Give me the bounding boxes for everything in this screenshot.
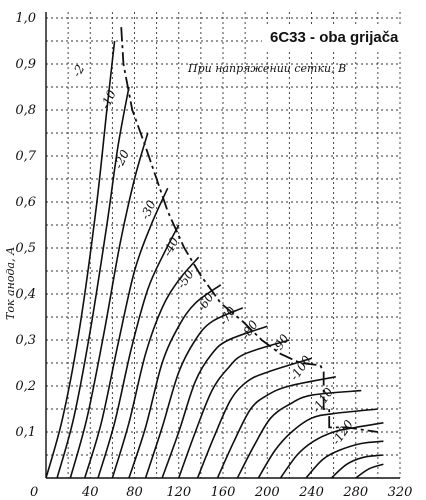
anode-curve-15 xyxy=(305,440,384,479)
curve-label: -2 xyxy=(69,62,87,79)
anode-curve-grid-40 xyxy=(97,224,180,479)
x-tick-label: 160 xyxy=(211,485,236,500)
y-axis-label: Ток анода, А xyxy=(4,247,17,320)
anode-curve-grid-110 xyxy=(216,376,336,479)
x-tick-label: 120 xyxy=(166,485,191,500)
y-tick-label: 0,6 xyxy=(15,195,36,210)
chart-title: 6C33 - oba grijača xyxy=(270,29,399,46)
anode-curve-grid-10 xyxy=(56,86,130,479)
anode-curve-grid-60 xyxy=(128,284,222,479)
curve-label: -20 xyxy=(111,147,132,171)
max-dissipation-boundary xyxy=(120,27,379,433)
chart-subtitle: При напряжении сетки, В xyxy=(187,62,346,75)
y-tick-label: 0,3 xyxy=(15,333,36,348)
anode-curve-grid-80 xyxy=(161,325,268,479)
anode-curve-grid-2 xyxy=(45,40,116,479)
curve-label: -110 xyxy=(309,385,336,415)
anode-curves xyxy=(45,40,384,479)
curve-label: -90 xyxy=(269,331,292,355)
title-backdrop xyxy=(262,24,420,50)
x-tick-label: 40 xyxy=(81,485,99,500)
anode-curve-grid-30 xyxy=(83,187,169,479)
x-tick-label: 320 xyxy=(388,485,413,500)
x-tick-label: 280 xyxy=(342,485,368,500)
anode-curve-13 xyxy=(257,408,378,479)
anode-curve-grid-20 xyxy=(69,132,149,479)
y-tick-label: 0,7 xyxy=(15,149,36,164)
x-tick-label: 240 xyxy=(298,485,324,500)
anode-curve-grid-100 xyxy=(196,357,312,479)
y-tick-label: 0,2 xyxy=(15,379,36,394)
axes xyxy=(45,12,400,479)
curve-label: -70 xyxy=(216,304,239,328)
anode-curve-grid-120 xyxy=(236,389,362,479)
curve-label: -10 xyxy=(98,88,119,112)
y-tick-label: 0,4 xyxy=(15,287,36,302)
anode-curve-14 xyxy=(279,422,384,479)
tick-labels: 0 40 80 120 160 200 240 280 320 0,1 0,2 0,3 0,4 0,5 0,… xyxy=(15,11,412,500)
anode-curve-grid-70 xyxy=(144,307,244,479)
y-tick-label: 1,0 xyxy=(15,11,36,26)
curve-label: -30 xyxy=(138,198,159,222)
grid xyxy=(45,12,401,478)
anode-curve-17 xyxy=(355,463,384,479)
x-tick-label: 0 xyxy=(30,485,38,500)
boundary-line xyxy=(120,27,379,433)
x-tick-label: 80 xyxy=(126,485,143,500)
y-tick-label: 0,9 xyxy=(15,57,36,72)
curve-label: -100 xyxy=(287,353,314,383)
y-tick-label: 0,5 xyxy=(15,241,36,256)
y-tick-label: 0,8 xyxy=(15,103,36,118)
anode-curve-grid-50 xyxy=(111,256,200,479)
y-tick-label: 0,1 xyxy=(15,425,36,440)
x-tick-label: 200 xyxy=(254,485,280,500)
anode-curve-16 xyxy=(330,454,384,479)
anode-curve-grid-90 xyxy=(177,339,290,479)
